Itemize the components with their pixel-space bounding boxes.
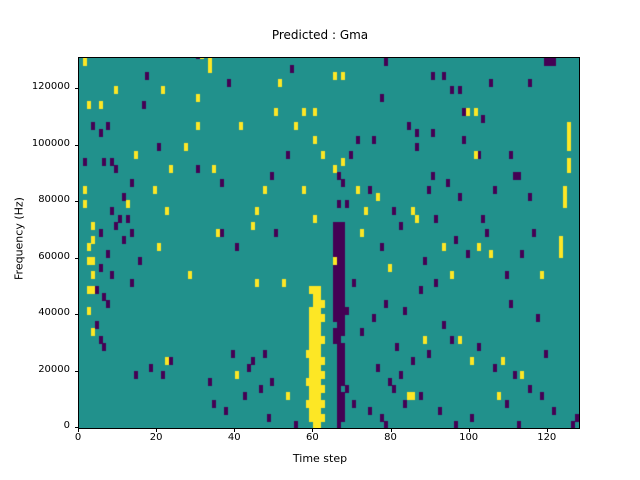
heatmap-image: [79, 58, 579, 428]
y-tick-mark: [74, 314, 78, 316]
y-tick-label: 20000: [38, 363, 70, 375]
y-tick-mark: [74, 144, 78, 146]
x-tick-mark: [546, 428, 548, 432]
y-tick-mark: [74, 201, 78, 203]
x-tick-label: 0: [74, 432, 82, 443]
chart-title: Predicted : Gma: [271, 28, 369, 42]
x-tick-mark: [234, 428, 236, 432]
y-tick-label: 120000: [31, 81, 70, 93]
y-tick-label: 80000: [38, 194, 70, 206]
y-tick-label: 60000: [38, 250, 70, 262]
y-tick-mark: [74, 257, 78, 259]
y-tick-mark: [74, 88, 78, 90]
y-tick-label: 0: [63, 420, 70, 431]
x-tick-mark: [468, 428, 470, 432]
x-tick-label: 120: [537, 432, 557, 443]
x-tick-label: 100: [459, 432, 479, 443]
y-tick-mark: [74, 427, 78, 428]
x-tick-mark: [390, 428, 392, 432]
x-tick-label: 40: [227, 432, 241, 443]
x-tick-mark: [78, 428, 79, 432]
x-tick-mark: [156, 428, 158, 432]
y-tick-label: 100000: [31, 137, 70, 149]
y-tick-label: 40000: [38, 307, 70, 319]
x-tick-label: 20: [149, 432, 163, 443]
x-tick-label: 80: [384, 432, 397, 443]
y-tick-mark: [74, 370, 78, 372]
x-tick-label: 60: [306, 432, 319, 443]
x-tick-mark: [312, 428, 314, 432]
heatmap-axes: [78, 57, 580, 429]
x-axis-label: Time step: [292, 452, 348, 465]
